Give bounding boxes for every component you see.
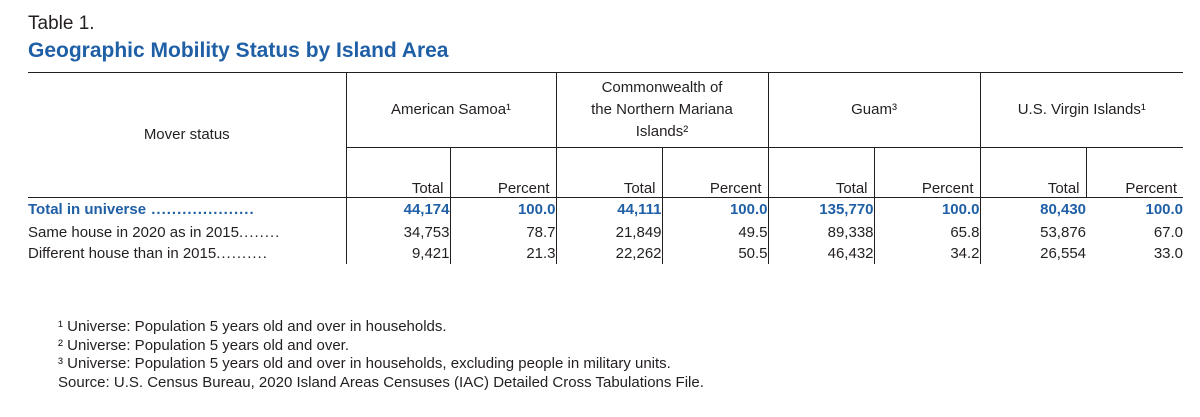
group-header-guam: Guam³ [767,72,981,148]
row-label-text: Same house in 2020 as in 2015 [28,224,239,241]
column-header-total: Total [345,147,450,198]
cell-total: 34,753 [345,222,450,243]
row-label: Different house than in 2015.......... [28,243,346,264]
cell-percent: 100.0 [449,197,557,222]
cell-percent: 100.0 [1145,201,1184,218]
cell-percent: 34.2 [873,243,981,264]
cell-total: 135,770 [767,197,875,222]
cell-total: 26,554 [979,243,1087,264]
group-header-usvi: U.S. Virgin Islands¹ [979,72,1184,148]
leader-dots: ........ [239,224,281,241]
cell-percent: 100.0 [873,197,981,222]
table-row: Total in universe .................... 4… [28,197,1184,223]
column-header-percent: Percent [661,147,769,198]
column-header-total: Total [979,147,1087,198]
group-header-line: Islands² [635,123,689,140]
row-label-text: Total in universe [28,201,147,218]
row-label: Same house in 2020 as in 2015........ [28,222,346,243]
cell-percent: 100.0 [661,197,769,222]
table-row: Different house than in 2015.......... 9… [28,243,1183,264]
column-header-percent: Percent [449,147,557,198]
cell-total: 89,338 [767,222,875,243]
footnotes: ¹ Universe: Population 5 years old and o… [58,318,704,392]
stub-header: Mover status [28,72,346,198]
row-label-text: Different house than in 2015 [28,245,217,262]
table-title: Geographic Mobility Status by Island Are… [28,39,449,62]
group-header-line: Commonwealth of [601,79,723,96]
mobility-table: Mover status American Samoa¹ Commonwealt… [28,72,1184,264]
cell-total: 53,876 [979,222,1087,243]
column-header-total: Total [555,147,663,198]
cell-total: 46,432 [767,243,875,264]
cell-percent: 33.0 [1153,245,1184,262]
cell-percent: 49.5 [661,222,769,243]
cell-total: 44,111 [555,197,663,222]
cell-total: 9,421 [345,243,450,264]
table-label: Table 1. [28,13,95,34]
column-header-percent: Percent [1085,147,1184,198]
footnote: ¹ Universe: Population 5 years old and o… [58,318,447,335]
footnote: ² Universe: Population 5 years old and o… [58,336,349,354]
footnote: ³ Universe: Population 5 years old and o… [58,355,671,372]
leader-dots: .................... [146,201,255,218]
cell-percent: 21.3 [449,243,557,264]
group-header-line: the Northern Mariana [591,101,733,118]
row-label: Total in universe .................... [28,198,346,223]
source-note: Source: U.S. Census Bureau, 2020 Island … [58,373,704,391]
cell-total: 21,849 [555,222,663,243]
table-row: Same house in 2020 as in 2015........ 34… [28,222,1183,243]
cell-percent: 50.5 [661,243,769,264]
cell-total: 80,430 [979,197,1087,222]
leader-dots: .......... [216,245,268,262]
group-header-northern-mariana: Commonwealth of the Northern Mariana Isl… [555,72,769,148]
cell-total: 44,174 [345,197,450,222]
cell-percent: 65.8 [873,222,981,243]
column-header-percent: Percent [873,147,981,198]
group-header-american-samoa: American Samoa¹ [345,72,557,148]
column-header-total: Total [767,147,875,198]
cell-percent: 78.7 [449,222,557,243]
cell-percent: 67.0 [1153,224,1184,241]
cell-total: 22,262 [555,243,663,264]
